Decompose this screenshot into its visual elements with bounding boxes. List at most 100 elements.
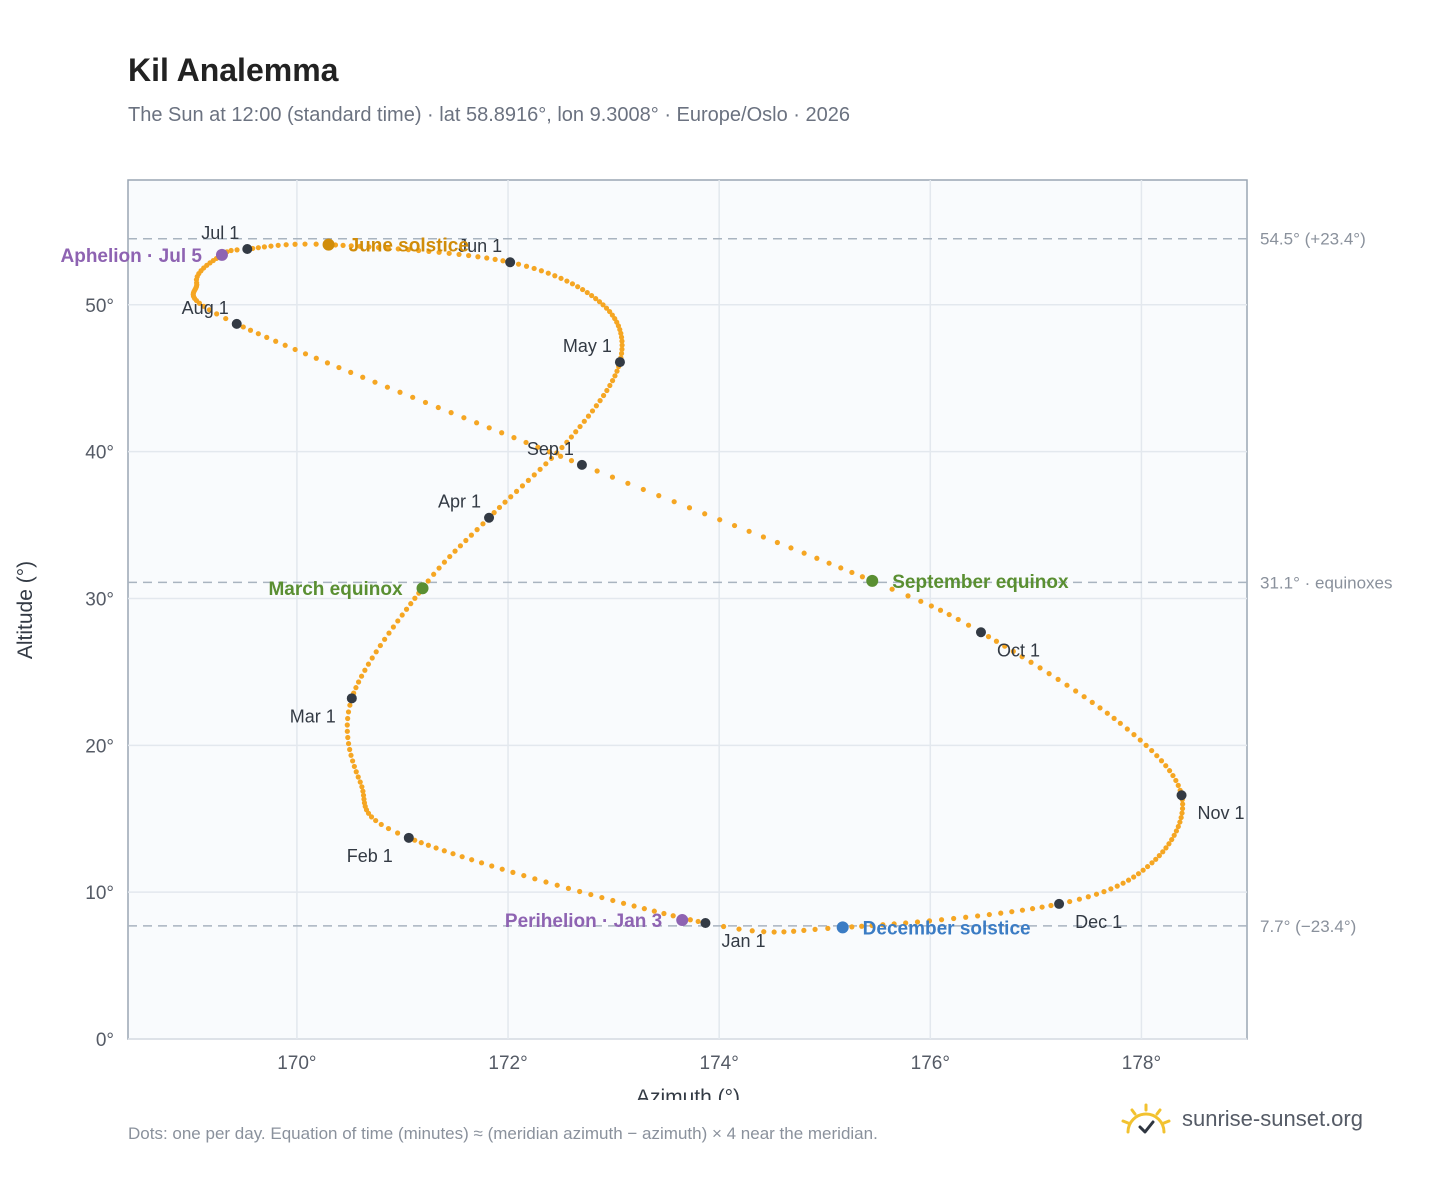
daily-dot xyxy=(1160,849,1166,855)
daily-dot xyxy=(619,338,625,344)
daily-dot xyxy=(436,565,442,571)
daily-dot xyxy=(360,788,366,794)
daily-dot xyxy=(531,265,537,272)
daily-dot xyxy=(350,758,356,764)
daily-dot xyxy=(447,553,453,560)
brand-name: sunrise-sunset.org xyxy=(1182,1106,1363,1131)
daily-dot xyxy=(584,289,590,296)
event-dot xyxy=(416,582,429,595)
daily-dot xyxy=(1081,694,1087,700)
daily-dot xyxy=(1124,726,1130,732)
daily-dot xyxy=(1019,907,1026,913)
daily-dot xyxy=(1170,772,1176,779)
daily-dot xyxy=(469,857,475,863)
daily-dot xyxy=(552,273,558,279)
daily-dot xyxy=(1175,823,1181,830)
daily-dot xyxy=(609,378,616,384)
daily-dot xyxy=(446,250,452,256)
daily-dot xyxy=(373,817,379,824)
daily-dot xyxy=(313,355,319,361)
daily-dot xyxy=(609,474,616,480)
daily-dot xyxy=(640,486,646,493)
daily-dot xyxy=(986,911,992,918)
brand[interactable]: sunrise-sunset.org xyxy=(1120,1102,1363,1136)
daily-dot xyxy=(484,255,490,261)
daily-dot xyxy=(1131,732,1137,738)
daily-dot xyxy=(791,928,797,934)
daily-dot xyxy=(431,571,437,577)
event-label: September equinox xyxy=(892,572,1069,593)
daily-dot xyxy=(521,872,527,879)
daily-dot xyxy=(373,649,379,655)
daily-dot xyxy=(749,928,755,934)
daily-dot xyxy=(1178,814,1184,821)
daily-dot xyxy=(985,634,992,640)
daily-dot xyxy=(1104,710,1110,716)
daily-dot xyxy=(1009,909,1015,915)
daily-dot xyxy=(589,408,596,414)
daily-dot xyxy=(686,505,693,511)
daily-dot xyxy=(395,618,401,624)
month-dot xyxy=(700,917,711,928)
daily-dot xyxy=(545,270,551,276)
month-dot xyxy=(403,832,414,843)
daily-dot xyxy=(525,477,531,483)
daily-dot xyxy=(543,461,549,467)
daily-dot xyxy=(1048,902,1054,909)
daily-dot xyxy=(1085,894,1091,900)
daily-dot xyxy=(963,914,969,920)
daily-dot xyxy=(1097,705,1103,711)
daily-dot xyxy=(596,299,603,305)
daily-dot xyxy=(937,607,944,613)
daily-dot xyxy=(593,296,599,302)
daily-dot xyxy=(788,545,794,551)
daily-dot xyxy=(859,574,865,580)
x-tick-label: 174° xyxy=(700,1053,739,1074)
y-tick-label: 10° xyxy=(85,883,114,904)
daily-dot xyxy=(564,278,570,284)
daily-dot xyxy=(721,923,727,930)
x-tick-label: 170° xyxy=(277,1053,316,1074)
daily-dot xyxy=(201,303,207,309)
daily-dot xyxy=(926,918,933,924)
chart-subtitle: The Sun at 12:00 (standard time) · lat 5… xyxy=(128,104,850,126)
daily-dot xyxy=(838,565,844,571)
daily-dot xyxy=(344,728,350,734)
daily-dot xyxy=(620,900,627,906)
daily-dot xyxy=(1144,863,1151,870)
daily-dot xyxy=(519,483,526,489)
event-dot xyxy=(215,248,228,261)
chart-title: Kil Analemma xyxy=(128,52,339,88)
month-label: Apr 1 xyxy=(438,492,481,512)
daily-dot xyxy=(362,667,368,673)
daily-dot xyxy=(905,593,911,599)
month-markers: Jan 1 Feb 1 Mar 1 Apr 1 May 1 Jun 1 Jul 1 Aug 1… xyxy=(182,223,1245,951)
daily-dot xyxy=(355,774,361,780)
daily-dot xyxy=(1154,753,1160,759)
daily-dot xyxy=(214,311,220,317)
daily-dot xyxy=(573,429,579,435)
daily-dot xyxy=(480,521,486,527)
daily-dot xyxy=(1037,665,1043,671)
daily-dot xyxy=(369,655,375,661)
daily-dot xyxy=(1169,836,1175,843)
event-label: March equinox xyxy=(268,579,403,600)
daily-dot xyxy=(781,929,787,935)
daily-dot xyxy=(384,384,391,390)
month-label: Feb 1 xyxy=(347,846,393,866)
x-tick-label: 172° xyxy=(488,1053,527,1074)
daily-dot xyxy=(1179,810,1185,816)
daily-dot xyxy=(1076,896,1082,902)
daily-dot xyxy=(433,845,439,851)
daily-dot xyxy=(436,249,442,255)
daily-dot xyxy=(348,243,354,249)
daily-dot xyxy=(399,612,405,618)
daily-dot xyxy=(565,885,572,891)
month-label: Nov 1 xyxy=(1198,803,1245,823)
daily-dot xyxy=(656,493,662,499)
month-dot xyxy=(1176,790,1187,801)
daily-dot xyxy=(474,527,480,533)
daily-dot xyxy=(405,247,411,253)
daily-dot xyxy=(461,415,467,421)
x-axis-label: Azimuth (°) xyxy=(636,1086,740,1100)
